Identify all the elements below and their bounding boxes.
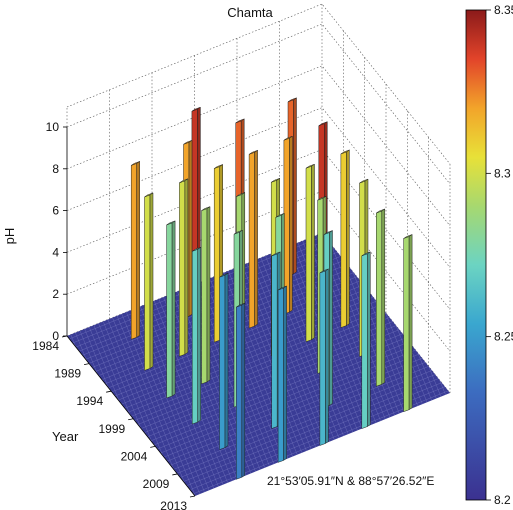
year-tick-label: 2013 [160,499,187,510]
z-tick-label: 6 [52,204,59,218]
colorbar-tick-label: 8.25 [494,330,513,344]
bar [179,178,189,357]
bar [283,135,293,315]
z-tick-label: 8 [52,162,59,176]
bar [340,149,350,328]
bar [191,246,201,425]
bar [277,285,287,463]
bar [376,208,386,387]
z-tick-label: 2 [52,287,59,301]
colorbar: 8.2 8.25 8.3 8.35 [465,3,513,507]
year-tick-label: 1989 [54,367,81,381]
bar [219,272,229,450]
bar [403,234,413,413]
bar [130,160,140,340]
z-tick-label: 4 [52,245,59,259]
bar [166,220,176,399]
z-axis-ticks: 0 2 4 6 8 10 [46,120,67,343]
chart-title: Chamta [227,5,273,20]
colorbar-tick-label: 8.35 [494,3,513,17]
bar [248,149,258,329]
z-tick-label: 10 [46,120,60,134]
bar [305,163,315,343]
colorbar-gradient [465,9,487,501]
year-tick-label: 2004 [121,449,148,463]
bar [201,206,211,385]
year-axis-label: Year [52,429,79,444]
year-tick-label: 1984 [32,339,59,353]
bar [144,192,154,371]
z-axis-label: pH [2,228,17,245]
bar [236,302,246,480]
year-axis-ticks: 1984 1989 1994 1999 2004 2009 2013 [32,335,196,510]
bar [213,164,223,343]
colorbar-ticks: 8.2 8.25 8.3 8.35 [486,3,513,507]
colorbar-tick-label: 8.2 [494,493,511,507]
year-tick-label: 1999 [99,422,126,436]
year-tick-label: 1994 [76,394,103,408]
colorbar-tick-label: 8.3 [494,166,511,180]
bar [361,251,371,429]
z-tick-label: 0 [52,329,59,343]
bar [319,268,329,446]
location-annotation: 21°53′05.91″N & 88°57′26.52″E [267,474,434,488]
floor [67,233,450,496]
bars-group [130,97,413,480]
year-tick-label: 2009 [143,477,170,491]
